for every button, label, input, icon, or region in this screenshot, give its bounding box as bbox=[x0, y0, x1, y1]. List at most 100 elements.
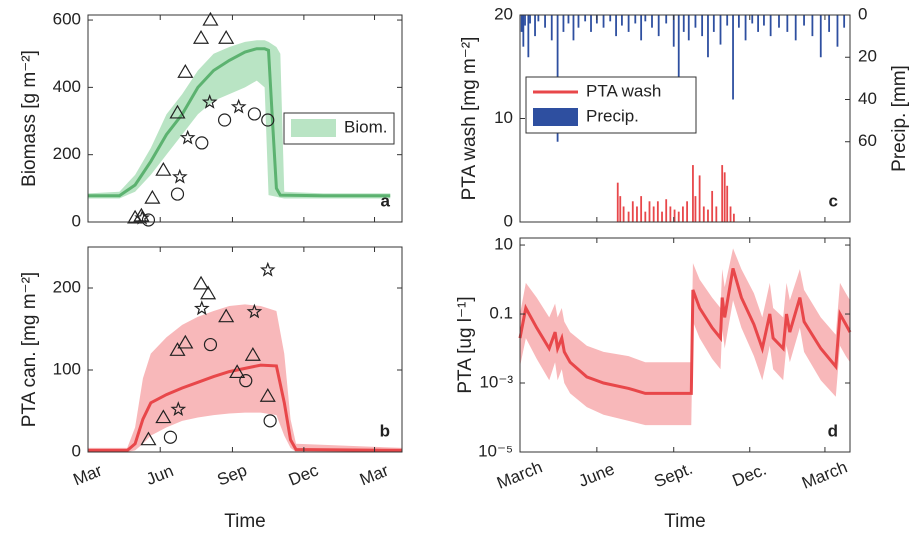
x-axis-label: Time bbox=[224, 511, 266, 532]
y-axis-label: Biomass [g m⁻²] bbox=[19, 50, 40, 187]
bar bbox=[726, 15, 729, 26]
x-tick-label: Sept. bbox=[651, 459, 695, 491]
y-tick-label: 400 bbox=[53, 77, 81, 96]
star-marker bbox=[172, 168, 188, 184]
circle-marker bbox=[217, 113, 232, 127]
plot-frame bbox=[87, 14, 403, 223]
bar bbox=[721, 165, 724, 222]
bar bbox=[737, 15, 740, 28]
bar bbox=[572, 15, 575, 41]
bar bbox=[619, 196, 622, 222]
bar bbox=[544, 15, 546, 28]
bar bbox=[627, 15, 630, 32]
bar bbox=[719, 15, 722, 45]
bar bbox=[627, 211, 630, 222]
bar bbox=[769, 15, 772, 37]
triangle-marker bbox=[177, 334, 194, 349]
bar bbox=[686, 201, 688, 222]
triangle-marker bbox=[200, 285, 217, 300]
y-tick-label: 100 bbox=[53, 359, 81, 378]
x-tick-label: Dec bbox=[286, 460, 322, 489]
legend-label: PTA wash bbox=[586, 81, 661, 100]
triangle-marker bbox=[169, 342, 186, 356]
bar bbox=[522, 15, 525, 47]
bar bbox=[707, 209, 709, 222]
y2-tick-label: 40 bbox=[858, 89, 877, 108]
panel-label: c bbox=[829, 191, 838, 210]
bar bbox=[527, 15, 530, 58]
panel-label: d bbox=[828, 421, 838, 440]
triangle-marker bbox=[127, 209, 144, 224]
bar bbox=[732, 15, 734, 100]
x-tick-label: Dec. bbox=[730, 460, 770, 491]
bar bbox=[786, 15, 789, 32]
bar bbox=[751, 15, 754, 24]
star-marker bbox=[193, 300, 210, 316]
bar bbox=[711, 190, 714, 222]
y-axis-label: PTA wash [mg m⁻²] bbox=[459, 37, 480, 201]
x-tick-label: Sep bbox=[214, 461, 249, 490]
bar bbox=[631, 201, 634, 222]
circle-marker bbox=[195, 136, 209, 150]
bar bbox=[692, 165, 694, 222]
star-marker bbox=[230, 98, 247, 114]
bar bbox=[640, 196, 643, 222]
y-tick-label: 10⁻⁵ bbox=[478, 441, 513, 460]
bar bbox=[715, 206, 718, 222]
bar bbox=[726, 185, 729, 222]
y-axis-label: PTA can. [mg m⁻²] bbox=[19, 272, 40, 427]
bar bbox=[819, 15, 822, 58]
circle-marker bbox=[163, 430, 178, 444]
bar bbox=[811, 15, 814, 37]
bar bbox=[616, 182, 619, 222]
bar bbox=[665, 199, 668, 222]
circle-marker bbox=[203, 337, 218, 352]
bar bbox=[677, 15, 680, 79]
bar bbox=[698, 175, 701, 222]
bar bbox=[732, 213, 735, 222]
bar bbox=[590, 15, 592, 32]
y2-axis-label: Precip. [mm] bbox=[889, 65, 910, 172]
line bbox=[88, 47, 391, 198]
y-tick-label: 0 bbox=[504, 211, 513, 230]
bar bbox=[636, 206, 638, 222]
legend-swatch bbox=[533, 108, 578, 126]
y-axis-label: PTA [ug l⁻¹] bbox=[455, 296, 476, 393]
triangle-marker bbox=[259, 388, 276, 402]
triangle-marker bbox=[229, 364, 246, 379]
bar bbox=[657, 15, 660, 37]
uncertainty-band bbox=[88, 40, 391, 199]
x-tick-label: March bbox=[799, 457, 850, 492]
bar bbox=[656, 201, 659, 222]
bar bbox=[803, 15, 805, 26]
y-tick-label: 10 bbox=[494, 108, 513, 127]
bar bbox=[763, 15, 765, 26]
triangle-marker bbox=[192, 30, 210, 44]
bar bbox=[602, 15, 605, 28]
bar bbox=[622, 206, 625, 222]
bar bbox=[672, 15, 675, 47]
bar bbox=[744, 15, 747, 41]
bar bbox=[661, 211, 663, 222]
triangle-marker bbox=[244, 347, 261, 361]
bar bbox=[712, 15, 715, 32]
plot-frame bbox=[519, 237, 851, 453]
star-marker bbox=[246, 303, 263, 319]
bar bbox=[584, 15, 587, 22]
bar bbox=[757, 15, 760, 32]
bar bbox=[567, 15, 570, 24]
circle-marker bbox=[247, 107, 262, 121]
triangle-marker bbox=[155, 161, 172, 176]
bar bbox=[778, 15, 780, 28]
circle-marker bbox=[263, 414, 277, 428]
bar bbox=[707, 15, 709, 58]
bar bbox=[651, 15, 653, 28]
bar bbox=[652, 206, 655, 222]
x-tick-label: Mar bbox=[70, 461, 105, 490]
bar bbox=[644, 211, 647, 222]
uncertainty-band bbox=[520, 248, 850, 426]
legend-swatch bbox=[291, 119, 336, 137]
y2-tick-label: 0 bbox=[858, 4, 867, 23]
